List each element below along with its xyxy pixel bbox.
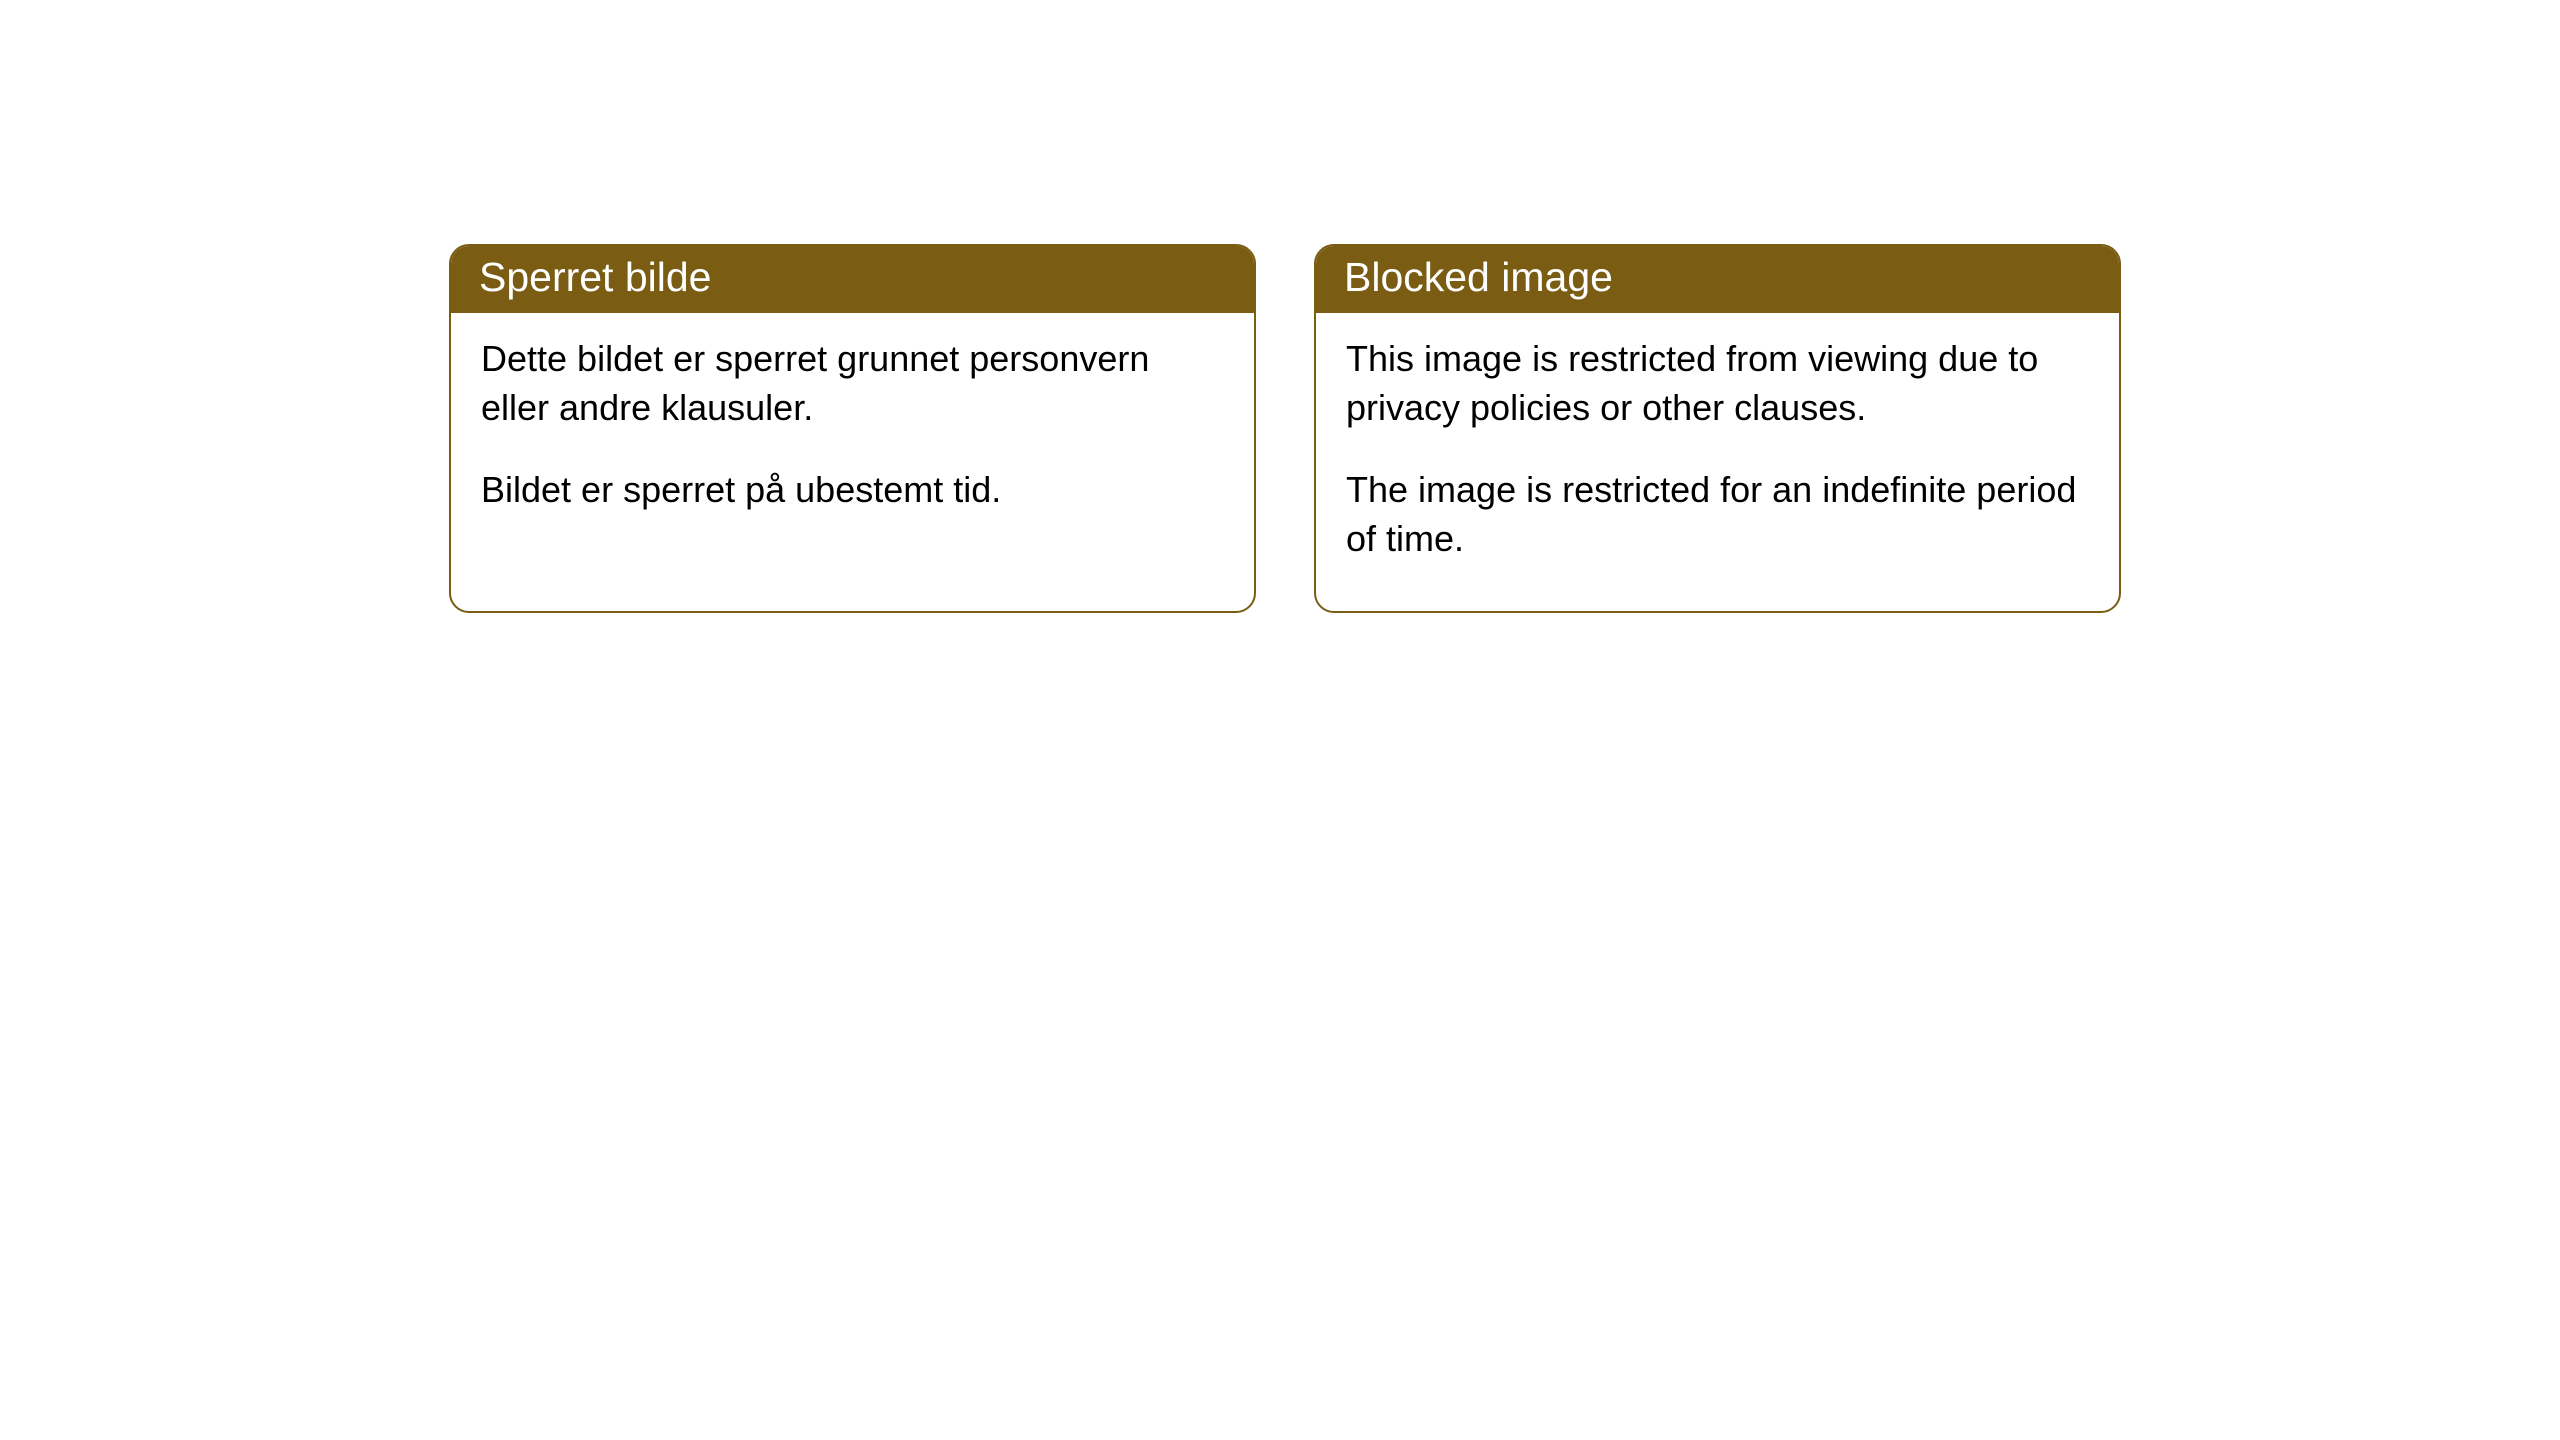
- card-body-english: This image is restricted from viewing du…: [1316, 313, 2119, 611]
- card-text-norwegian-2: Bildet er sperret på ubestemt tid.: [481, 466, 1224, 515]
- notice-card-norwegian: Sperret bilde Dette bildet er sperret gr…: [449, 244, 1256, 613]
- card-text-norwegian-1: Dette bildet er sperret grunnet personve…: [481, 335, 1224, 432]
- card-text-english-2: The image is restricted for an indefinit…: [1346, 466, 2089, 563]
- notice-card-english: Blocked image This image is restricted f…: [1314, 244, 2121, 613]
- card-body-norwegian: Dette bildet er sperret grunnet personve…: [451, 313, 1254, 563]
- card-text-english-1: This image is restricted from viewing du…: [1346, 335, 2089, 432]
- card-header-norwegian: Sperret bilde: [451, 246, 1254, 313]
- card-header-english: Blocked image: [1316, 246, 2119, 313]
- notice-cards-container: Sperret bilde Dette bildet er sperret gr…: [449, 244, 2121, 613]
